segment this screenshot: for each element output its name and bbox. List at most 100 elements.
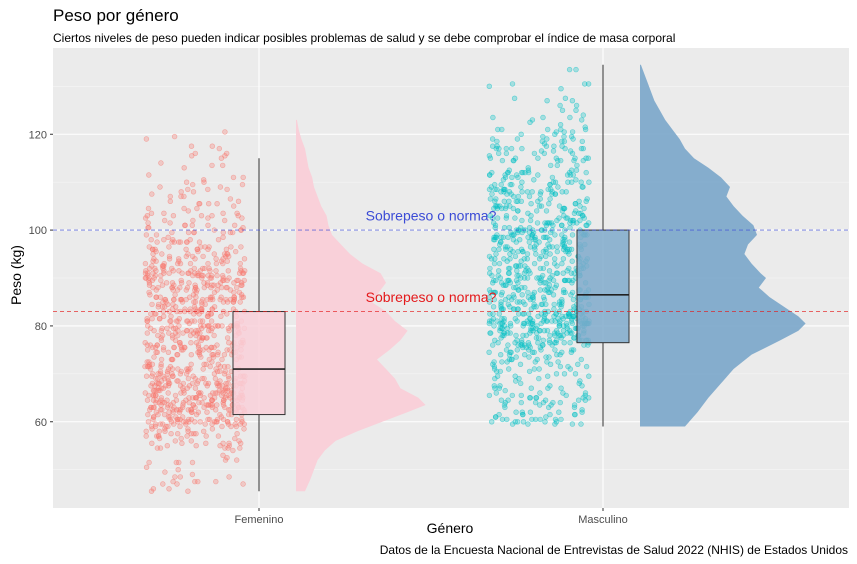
data-point	[171, 239, 178, 245]
data-point	[169, 371, 175, 377]
data-point	[187, 366, 193, 372]
data-point	[512, 263, 519, 269]
data-point	[516, 272, 522, 279]
axes: 60 80 100 120 Femenino Masculino	[29, 129, 628, 526]
data-point	[148, 404, 154, 411]
data-point	[174, 352, 180, 358]
data-point	[490, 114, 496, 121]
data-point	[221, 352, 228, 358]
data-point	[528, 213, 534, 219]
data-point	[216, 387, 223, 394]
data-point	[171, 133, 178, 140]
x-tick-label: Masculino	[578, 514, 628, 526]
data-point	[219, 323, 225, 329]
data-point	[492, 181, 498, 188]
data-point	[149, 301, 155, 308]
data-point	[515, 193, 521, 200]
data-point	[524, 189, 531, 195]
data-point	[201, 284, 208, 291]
data-point	[207, 392, 214, 399]
data-point	[550, 148, 557, 154]
data-point	[207, 268, 213, 274]
data-point	[505, 270, 512, 276]
data-point	[172, 474, 178, 480]
data-point	[203, 440, 209, 446]
data-point	[213, 478, 219, 485]
data-point	[569, 97, 576, 104]
data-point	[557, 121, 564, 128]
data-point	[149, 191, 155, 197]
data-point	[204, 409, 210, 415]
data-point	[205, 402, 211, 408]
data-point	[556, 215, 562, 221]
data-point	[213, 268, 219, 274]
data-point	[237, 299, 243, 305]
data-point	[513, 239, 519, 245]
data-point	[220, 256, 226, 262]
data-point	[185, 488, 191, 494]
data-point	[527, 395, 533, 401]
data-point	[205, 416, 211, 423]
data-point	[212, 323, 218, 329]
data-point	[154, 433, 160, 439]
data-point	[568, 246, 575, 253]
data-point	[503, 150, 510, 157]
data-point	[537, 328, 543, 334]
data-point	[585, 81, 592, 87]
data-point	[224, 258, 231, 264]
data-point	[217, 443, 223, 449]
data-point	[539, 342, 546, 348]
density-femenino	[296, 119, 426, 492]
data-point	[494, 215, 501, 221]
data-point	[224, 455, 230, 461]
data-point	[188, 340, 194, 346]
data-point	[544, 136, 550, 142]
data-point	[219, 392, 225, 399]
data-point	[498, 181, 504, 188]
data-point	[205, 186, 211, 193]
data-point	[227, 196, 234, 202]
data-point	[508, 296, 515, 303]
data-point	[198, 299, 205, 305]
data-point	[165, 234, 171, 241]
data-point	[206, 201, 212, 207]
data-point	[230, 299, 237, 305]
data-point	[581, 342, 587, 348]
data-point	[529, 320, 536, 327]
data-point	[147, 325, 154, 331]
data-point	[540, 265, 547, 272]
data-point	[191, 229, 197, 236]
data-point	[502, 244, 509, 250]
data-point	[509, 81, 516, 87]
data-point	[569, 129, 576, 135]
data-point	[552, 416, 559, 423]
data-point	[142, 215, 149, 221]
data-point	[519, 179, 525, 185]
data-point	[518, 184, 524, 190]
data-point	[558, 85, 564, 92]
data-point	[521, 352, 528, 358]
data-point	[505, 342, 511, 348]
data-point	[151, 387, 157, 394]
data-point	[165, 378, 172, 384]
data-point	[215, 352, 221, 358]
data-point	[188, 431, 195, 437]
data-point	[231, 203, 237, 209]
data-point	[228, 423, 234, 430]
data-point	[210, 352, 216, 358]
data-point	[543, 260, 550, 267]
data-point	[177, 474, 184, 480]
data-point	[491, 246, 497, 253]
data-point	[175, 332, 181, 339]
data-point	[571, 304, 577, 310]
data-point	[505, 234, 511, 241]
y-tick-label: 80	[35, 321, 47, 333]
data-point	[170, 287, 176, 293]
data-point	[173, 459, 180, 466]
data-point	[519, 292, 525, 298]
data-point	[239, 294, 245, 300]
data-point	[575, 361, 581, 367]
data-point	[199, 318, 206, 324]
data-point	[217, 411, 223, 418]
data-point	[224, 186, 230, 193]
